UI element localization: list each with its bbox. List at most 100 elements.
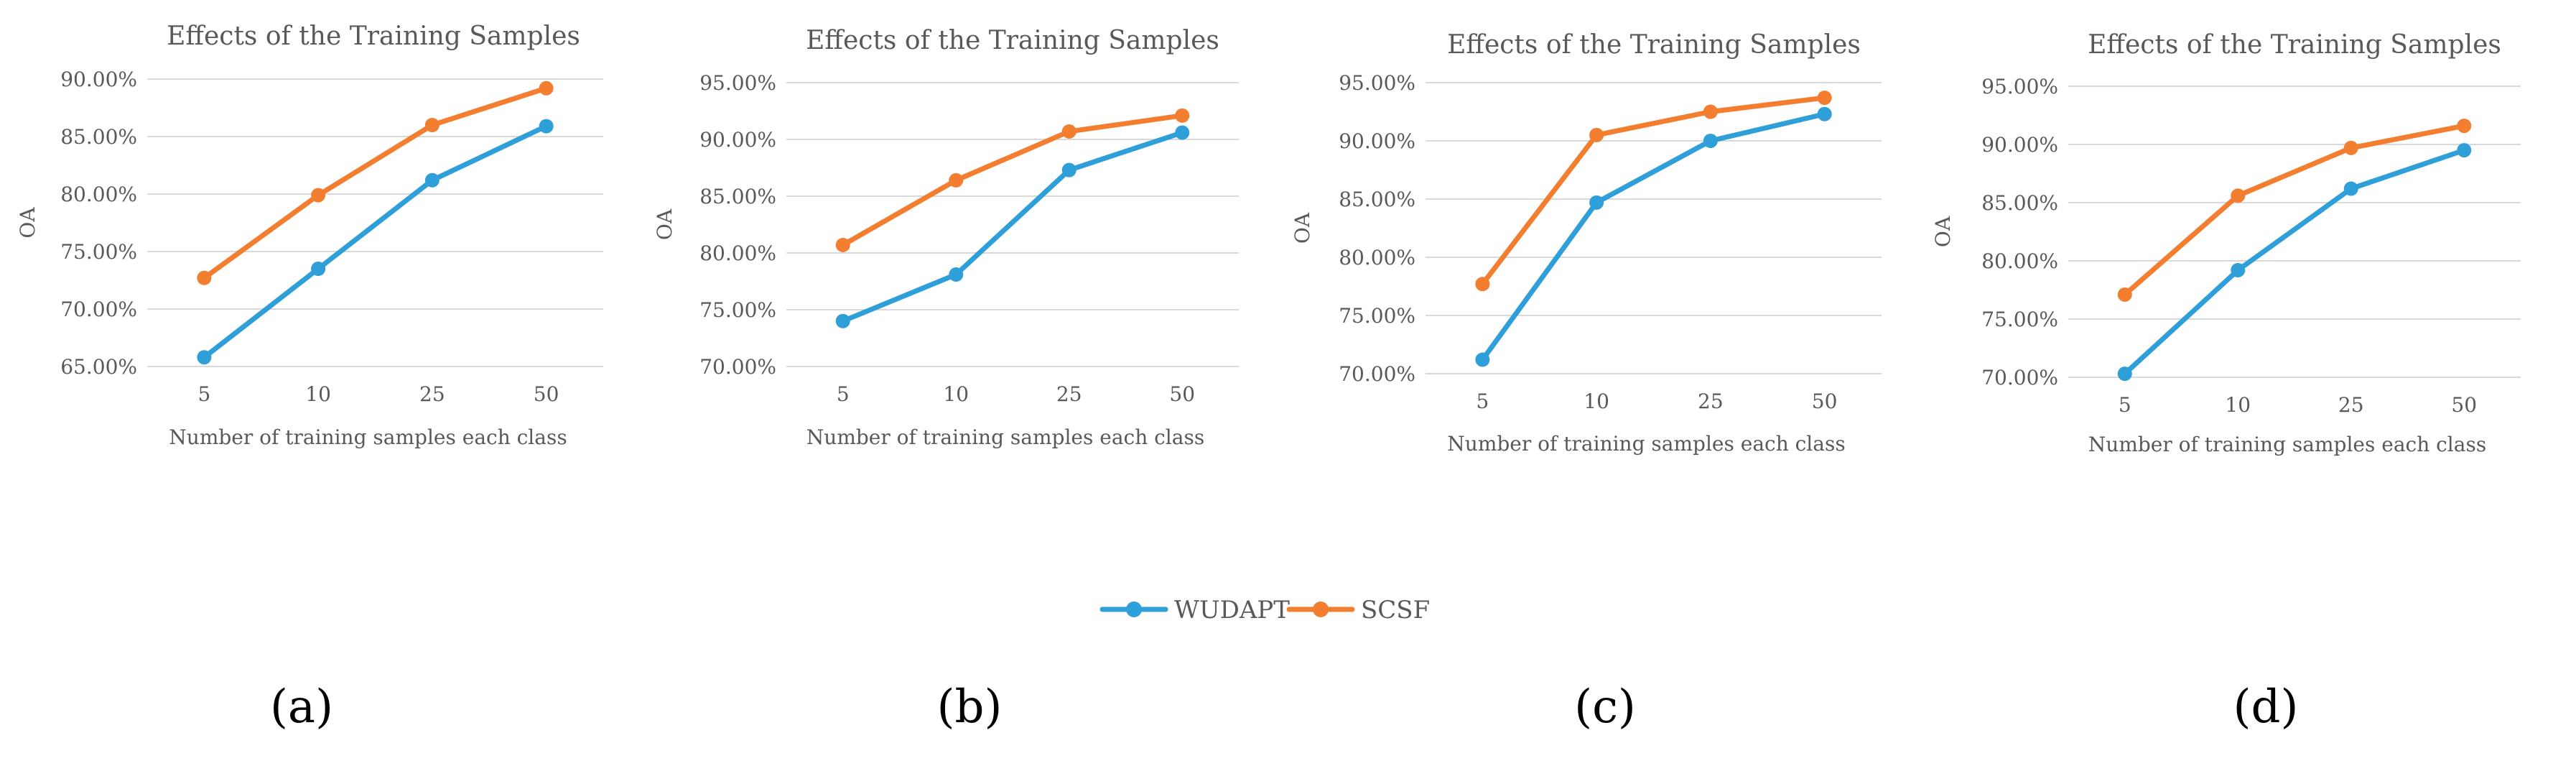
data-point-scsf — [197, 270, 212, 285]
y-tick-label: 90.00% — [1981, 133, 2058, 157]
x-tick-label: 10 — [943, 382, 969, 406]
y-tick-label: 75.00% — [1339, 304, 1415, 328]
legend-marker-scsf — [1313, 601, 1329, 617]
data-point-wudapt — [197, 350, 212, 365]
x-tick-label: 10 — [2225, 393, 2251, 417]
chart-panels: 65.00% 70.00% 75.00% 80.00% 85.00% 90.00% 5 10 2… — [16, 22, 2521, 734]
data-point-wudapt — [2231, 262, 2246, 277]
x-axis-label: Number of training samples each class — [1447, 432, 1845, 456]
y-tick-label: 65.00% — [60, 355, 137, 379]
data-point-wudapt — [2343, 181, 2358, 196]
y-tick-label: 85.00% — [1981, 191, 2058, 215]
chart-title: Effects of the Training Samples — [167, 22, 580, 51]
series-line-wudapt — [840, 130, 1185, 324]
data-point-wudapt — [1817, 106, 1832, 121]
legend: WUDAPT SCSF — [1099, 596, 1430, 624]
x-axis-label: Number of training samples each class — [806, 425, 1204, 449]
data-point-scsf — [2343, 140, 2358, 155]
series-line-wudapt — [201, 124, 549, 360]
data-point-wudapt — [1703, 134, 1718, 148]
data-point-scsf — [424, 118, 440, 132]
y-tick-label: 95.00% — [1981, 75, 2058, 98]
panel-caption: (a) — [270, 681, 333, 734]
data-point-scsf — [835, 237, 850, 252]
data-point-scsf — [2457, 119, 2472, 134]
data-point-scsf — [2117, 287, 2132, 302]
panel-caption: (b) — [937, 681, 1003, 734]
series-line-scsf — [201, 86, 549, 281]
data-point-wudapt — [835, 313, 850, 328]
data-point-wudapt — [424, 172, 440, 188]
data-point-wudapt — [1061, 162, 1077, 177]
y-tick-label: 80.00% — [699, 241, 776, 265]
y-tick-label: 75.00% — [699, 298, 776, 322]
y-axis-label: OA — [1931, 216, 1955, 247]
series-line-scsf — [2122, 123, 2467, 298]
data-point-wudapt — [539, 119, 554, 134]
series-line-wudapt — [2122, 147, 2467, 377]
x-tick-label: 25 — [1056, 382, 1082, 406]
chart-panel-3: 70.00% 75.00% 80.00% 85.00% 90.00% 95.00% 5 10 2… — [1291, 30, 1882, 734]
data-point-wudapt — [311, 262, 326, 276]
x-axis-label: Number of training samples each class — [169, 425, 567, 449]
x-tick-label: 5 — [1476, 389, 1489, 413]
data-point-scsf — [311, 188, 326, 203]
data-point-wudapt — [2457, 143, 2472, 158]
chart-panel-2: 70.00% 75.00% 80.00% 85.00% 90.00% 95.00% 5 10 2… — [653, 26, 1239, 734]
data-point-scsf — [1475, 277, 1490, 292]
legend-label-wudapt: WUDAPT — [1174, 596, 1290, 624]
y-tick-label: 80.00% — [60, 183, 137, 206]
x-tick-label: 5 — [197, 382, 210, 406]
chart-title: Effects of the Training Samples — [2088, 30, 2501, 60]
data-point-scsf — [949, 172, 964, 188]
data-point-scsf — [1175, 108, 1190, 123]
y-tick-label: 90.00% — [699, 128, 776, 152]
data-point-scsf — [1061, 124, 1077, 139]
y-tick-label: 70.00% — [699, 355, 776, 379]
x-tick-label: 10 — [1584, 389, 1609, 413]
y-tick-label: 75.00% — [1981, 308, 2058, 331]
y-tick-label: 80.00% — [1981, 249, 2058, 273]
x-axis-label: Number of training samples each class — [2088, 433, 2486, 456]
legend-marker-wudapt — [1126, 601, 1142, 617]
data-point-scsf — [539, 80, 554, 96]
x-tick-label: 50 — [1169, 382, 1195, 406]
y-tick-label: 85.00% — [60, 125, 137, 149]
data-point-wudapt — [2117, 366, 2132, 382]
x-tick-label: 50 — [1812, 389, 1838, 413]
y-axis-label: OA — [1291, 212, 1314, 244]
chart-panel-1: 65.00% 70.00% 75.00% 80.00% 85.00% 90.00% 5 10 2… — [16, 22, 603, 734]
x-tick-label: 5 — [2119, 393, 2131, 417]
x-tick-label: 25 — [1698, 389, 1724, 413]
x-tick-label: 10 — [305, 382, 331, 406]
data-point-scsf — [1589, 127, 1604, 142]
y-tick-label: 95.00% — [1339, 71, 1415, 95]
panel-caption: (c) — [1574, 681, 1636, 734]
data-point-wudapt — [1175, 125, 1190, 140]
y-tick-label: 95.00% — [699, 71, 776, 95]
series-line-scsf — [1479, 95, 1828, 287]
chart-title: Effects of the Training Samples — [1447, 30, 1861, 60]
series-line-scsf — [840, 113, 1185, 248]
data-point-wudapt — [949, 267, 964, 282]
panel-caption: (d) — [2233, 681, 2299, 734]
data-point-scsf — [1817, 91, 1832, 106]
series-line-wudapt — [1479, 111, 1828, 363]
data-point-scsf — [2231, 188, 2246, 203]
x-tick-label: 25 — [419, 382, 445, 406]
y-tick-label: 75.00% — [60, 240, 137, 264]
legend-label-scsf: SCSF — [1361, 596, 1430, 624]
y-tick-label: 90.00% — [1339, 129, 1415, 153]
x-tick-label: 50 — [2451, 393, 2477, 417]
y-tick-label: 70.00% — [1339, 362, 1415, 386]
y-tick-label: 85.00% — [699, 185, 776, 208]
y-tick-label: 90.00% — [60, 68, 137, 91]
y-tick-label: 70.00% — [60, 298, 137, 321]
chart-panel-4: 70.00% 75.00% 80.00% 85.00% 90.00% 95.00% 5 10 2… — [1931, 30, 2521, 734]
y-axis-label: OA — [653, 208, 676, 240]
data-point-scsf — [1703, 104, 1718, 119]
data-point-wudapt — [1589, 195, 1604, 210]
y-tick-label: 70.00% — [1981, 366, 2058, 389]
x-tick-label: 50 — [534, 382, 559, 406]
